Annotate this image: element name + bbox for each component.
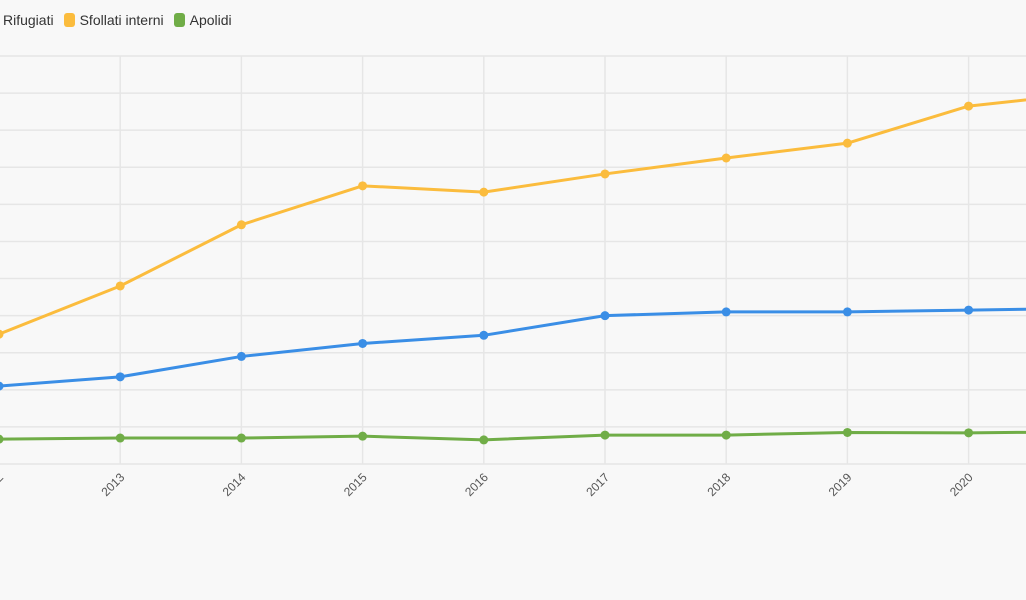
x-tick-label: 2020 bbox=[947, 470, 976, 499]
legend-label-rifugiati: Rifugiati bbox=[3, 12, 54, 28]
x-tick-label: 2016 bbox=[462, 470, 491, 499]
data-point-apolidi[interactable] bbox=[115, 433, 125, 443]
data-point-sfollati-interni[interactable] bbox=[115, 281, 125, 291]
x-tick-label: 2017 bbox=[583, 470, 612, 499]
x-tick-label: 2015 bbox=[341, 470, 370, 499]
data-point-sfollati-interni[interactable] bbox=[0, 329, 4, 339]
data-point-rifugiati[interactable] bbox=[358, 338, 368, 348]
series-apolidi bbox=[0, 427, 1026, 445]
data-point-rifugiati[interactable] bbox=[0, 381, 4, 391]
data-point-apolidi[interactable] bbox=[0, 434, 4, 444]
data-point-apolidi[interactable] bbox=[721, 430, 731, 440]
legend-item-rifugiati[interactable]: Rifugiati bbox=[3, 12, 54, 28]
legend-swatch-apolidi bbox=[173, 13, 185, 27]
data-point-sfollati-interni[interactable] bbox=[236, 220, 246, 230]
data-point-sfollati-interni[interactable] bbox=[479, 187, 489, 197]
legend-label-sfollati-interni: Sfollati interni bbox=[79, 12, 164, 28]
data-point-sfollati-interni[interactable] bbox=[358, 181, 368, 191]
x-axis: 2012201320142015201620172018201920202021 bbox=[0, 470, 976, 499]
x-tick-label: 2012 bbox=[0, 470, 6, 499]
data-point-rifugiati[interactable] bbox=[964, 305, 974, 315]
data-point-apolidi[interactable] bbox=[236, 433, 246, 443]
data-point-sfollati-interni[interactable] bbox=[964, 101, 974, 111]
x-tick-label: 2014 bbox=[220, 470, 249, 499]
x-tick-label: 2019 bbox=[826, 470, 855, 499]
data-point-apolidi[interactable] bbox=[358, 431, 368, 441]
legend-item-apolidi[interactable]: Apolidi bbox=[173, 12, 232, 28]
data-point-rifugiati[interactable] bbox=[115, 372, 125, 382]
x-tick-label: 2013 bbox=[99, 470, 128, 499]
legend: Rifugiati Sfollati interni Apolidi bbox=[3, 12, 242, 28]
legend-item-sfollati-interni[interactable]: Sfollati interni bbox=[63, 12, 164, 28]
series-line-rifugiati bbox=[0, 307, 1026, 388]
data-point-rifugiati[interactable] bbox=[842, 307, 852, 317]
data-point-apolidi[interactable] bbox=[964, 428, 974, 438]
data-point-apolidi[interactable] bbox=[479, 435, 489, 445]
data-point-apolidi[interactable] bbox=[842, 427, 852, 437]
data-point-rifugiati[interactable] bbox=[479, 330, 489, 340]
grid bbox=[0, 55, 1026, 465]
legend-label-apolidi: Apolidi bbox=[189, 12, 232, 28]
series-line-apolidi bbox=[0, 430, 1026, 442]
data-point-rifugiati[interactable] bbox=[721, 307, 731, 317]
legend-swatch-sfollati-interni bbox=[63, 13, 75, 27]
data-point-rifugiati[interactable] bbox=[236, 351, 246, 361]
data-point-sfollati-interni[interactable] bbox=[721, 153, 731, 163]
data-point-rifugiati[interactable] bbox=[600, 311, 610, 321]
x-tick-label: 2018 bbox=[705, 470, 734, 499]
series-rifugiati bbox=[0, 305, 1026, 391]
data-point-sfollati-interni[interactable] bbox=[600, 169, 610, 179]
series-sfollati-interni bbox=[0, 98, 1026, 339]
data-point-sfollati-interni[interactable] bbox=[842, 138, 852, 148]
data-point-apolidi[interactable] bbox=[600, 430, 610, 440]
series-line-sfollati-interni bbox=[0, 98, 1026, 336]
series-layer bbox=[0, 98, 1026, 445]
